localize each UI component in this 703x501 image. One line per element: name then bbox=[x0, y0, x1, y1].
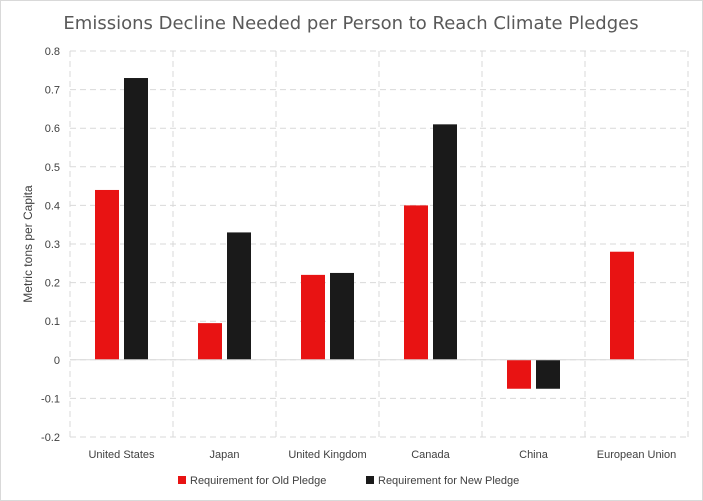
y-tick-label: 0.5 bbox=[45, 162, 60, 174]
x-tick-label: European Union bbox=[597, 449, 677, 461]
x-tick-label: Japan bbox=[210, 449, 240, 461]
legend-item: Requirement for New Pledge bbox=[366, 475, 519, 487]
y-tick-label: 0.6 bbox=[45, 123, 60, 135]
bar bbox=[301, 274, 325, 360]
y-tick-label: 0.4 bbox=[45, 200, 60, 212]
bar bbox=[404, 205, 428, 360]
bar bbox=[95, 189, 119, 360]
y-tick-labels: -0.2 -0.1 0 0.1 0.2 0.3 0.4 0.5 0.6 0.7 0.8 bbox=[41, 46, 60, 444]
x-tick-label: United Kingdom bbox=[288, 449, 366, 461]
legend-swatch bbox=[178, 476, 186, 484]
legend-item: Requirement for Old Pledge bbox=[178, 475, 326, 487]
y-tick-label: 0.7 bbox=[45, 85, 60, 97]
y-tick-label: -0.1 bbox=[41, 393, 60, 405]
y-tick-label: 0.1 bbox=[45, 316, 60, 328]
bar bbox=[507, 359, 531, 389]
bar bbox=[124, 78, 148, 360]
y-axis-label: Metric tons per Capita bbox=[21, 185, 35, 303]
legend-label: Requirement for Old Pledge bbox=[190, 475, 326, 487]
y-tick-label: -0.2 bbox=[41, 432, 60, 444]
legend-label: Requirement for New Pledge bbox=[378, 475, 519, 487]
y-tick-label: 0 bbox=[54, 355, 60, 367]
legend-swatch bbox=[366, 476, 374, 484]
y-tick-label: 0.8 bbox=[45, 46, 60, 58]
y-tick-label: 0.2 bbox=[45, 278, 60, 290]
bar bbox=[433, 124, 457, 360]
x-tick-label: Canada bbox=[411, 449, 450, 461]
gridlines bbox=[69, 50, 689, 438]
legend: Requirement for Old Pledge Requirement fo… bbox=[178, 475, 519, 487]
chart-title: Emissions Decline Needed per Person to R… bbox=[63, 13, 638, 34]
x-tick-label: United States bbox=[88, 449, 155, 461]
x-tick-label: China bbox=[519, 449, 549, 461]
bar bbox=[330, 272, 354, 360]
x-tick-labels: United States Japan United Kingdom Canada Ch… bbox=[88, 449, 676, 461]
bar bbox=[227, 232, 251, 360]
bar bbox=[198, 323, 222, 360]
bars bbox=[95, 78, 634, 389]
bar bbox=[536, 359, 560, 389]
y-tick-label: 0.3 bbox=[45, 239, 60, 251]
bar bbox=[610, 251, 634, 360]
